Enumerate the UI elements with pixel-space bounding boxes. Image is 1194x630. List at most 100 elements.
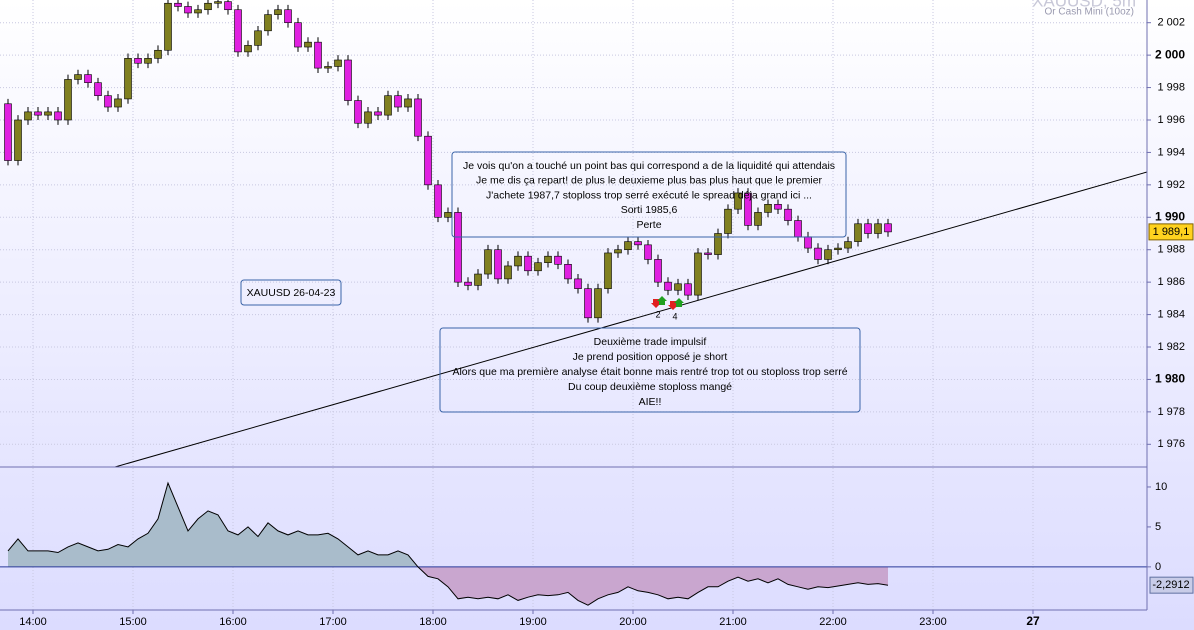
candle-body: [14, 119, 22, 161]
annotation-text: Perte: [636, 219, 661, 231]
y-tick-label: 1 976: [1157, 438, 1185, 450]
candle-body: [294, 22, 302, 48]
candle-body: [274, 9, 282, 15]
candle-body: [414, 98, 422, 137]
candle-body: [364, 111, 372, 124]
x-tick-label: 23:00: [919, 616, 947, 628]
candle-body: [434, 184, 442, 218]
annotation-text: Je me dis ça repart! de plus le deuxieme…: [476, 175, 823, 187]
candle-body: [694, 252, 702, 296]
annotation-text: XAUUSD 26-04-23: [247, 287, 336, 299]
candle-body: [644, 244, 652, 260]
annotation-text: J'achete 1987,7 stoploss trop serré exéc…: [486, 189, 812, 201]
candle-body: [394, 95, 402, 108]
x-tick-label: 14:00: [19, 616, 47, 628]
candle-body: [254, 30, 262, 46]
y-tick-label: 1 996: [1157, 114, 1185, 126]
annotation-text: Du coup deuxième stoploss mangé: [568, 381, 732, 393]
candle-body: [214, 1, 222, 4]
candle-body: [544, 255, 552, 263]
candle-body: [314, 41, 322, 69]
candle-body: [764, 204, 772, 213]
candle-body: [244, 45, 252, 53]
y-tick-label: 2 002: [1157, 17, 1185, 29]
x-tick-label: 22:00: [819, 616, 847, 628]
annotation-box: [439, 327, 861, 413]
y-tick-label: 10: [1155, 481, 1167, 493]
candle-body: [654, 259, 662, 283]
buy-arrow: [674, 298, 684, 307]
annotation-text: Je prend position opposé je short: [573, 351, 728, 363]
y-tick-label: 5: [1155, 521, 1161, 533]
candle-body: [834, 247, 842, 251]
candle-body: [444, 212, 452, 218]
candle-body: [754, 212, 762, 226]
x-tick-label: 20:00: [619, 616, 647, 628]
annotation-text: AIE!!: [639, 396, 662, 408]
candle-body: [504, 265, 512, 280]
candle-body: [714, 233, 722, 255]
candle-body: [664, 281, 672, 291]
candle-body: [534, 262, 542, 272]
y-tick-label: 1 980: [1155, 372, 1185, 386]
last-value-box: [1149, 576, 1194, 594]
y-tick-label: 1 988: [1157, 244, 1185, 256]
trade-label: 2: [655, 309, 660, 319]
candle-body: [864, 223, 872, 234]
candle-body: [494, 249, 502, 280]
candle-body: [844, 241, 852, 249]
x-tick-label: 19:00: [519, 616, 547, 628]
candle-body: [524, 255, 532, 272]
candle-body: [774, 204, 782, 210]
candle-body: [24, 111, 32, 121]
candle-body: [424, 135, 432, 186]
oscillator-line: [7, 481, 889, 606]
candle-body: [64, 79, 72, 121]
annotation-box: [451, 151, 847, 238]
candle-body: [684, 283, 692, 296]
candle-body: [124, 58, 132, 100]
candle-body: [344, 59, 352, 101]
annotation-text: Deuxième trade impulsif: [594, 336, 707, 348]
buy-arrow: [657, 296, 667, 305]
candle-body: [634, 241, 642, 246]
negative-area: [417, 566, 888, 606]
candle-body: [854, 223, 862, 242]
x-tick-label: 18:00: [419, 616, 447, 628]
candle-body: [824, 249, 832, 260]
candle-body: [324, 66, 332, 69]
trade-label: 4: [672, 311, 677, 321]
candle-body: [334, 59, 342, 67]
candle-body: [594, 288, 602, 319]
candle-body: [164, 2, 172, 51]
candle-body: [284, 9, 292, 24]
candle-body: [474, 273, 482, 286]
x-tick-label: 16:00: [219, 616, 247, 628]
annotation-text: Je vois qu'on a touché un point bas qui …: [463, 160, 835, 172]
candle-body: [584, 288, 592, 319]
candle-body: [194, 9, 202, 14]
last-value-label: -2,2912: [1152, 579, 1189, 591]
candle-body: [354, 100, 362, 124]
positive-area: [8, 483, 888, 567]
candle-body: [134, 58, 142, 64]
candle-body: [554, 255, 562, 265]
y-tick-label: 1 978: [1157, 406, 1185, 418]
candle-body: [34, 111, 42, 116]
trend-line: [114, 171, 1148, 468]
x-tick-label: 21:00: [719, 616, 747, 628]
chart-title: XAUUSD, 5m: [1032, 0, 1136, 10]
sell-arrow: [668, 301, 678, 310]
annotation-text: Sorti 1985,6: [621, 204, 678, 216]
candle-body: [484, 249, 492, 275]
y-tick-label: 0: [1155, 561, 1161, 573]
last-price-label: 1 989,1: [1153, 226, 1190, 238]
y-tick-label: 1 992: [1157, 179, 1185, 191]
candle-body: [384, 95, 392, 116]
candle-body: [304, 41, 312, 48]
candle-body: [884, 223, 892, 233]
annotation-text: Alors que ma première analyse était bonn…: [452, 366, 847, 378]
candle-body: [734, 192, 742, 210]
candle-body: [454, 212, 462, 283]
